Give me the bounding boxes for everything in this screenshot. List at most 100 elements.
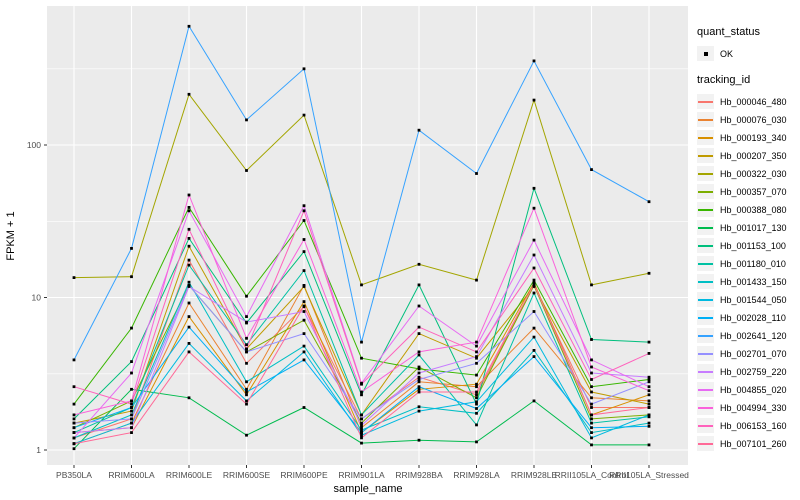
data-point	[532, 326, 536, 330]
legend-line-icon	[698, 298, 713, 301]
data-point	[72, 402, 76, 406]
legend-key-swatch	[697, 436, 714, 451]
data-point	[187, 193, 191, 197]
data-point	[475, 411, 478, 415]
data-point	[417, 332, 421, 335]
legend-key-swatch	[697, 202, 714, 217]
data-point	[302, 310, 306, 313]
legend-line-icon	[698, 118, 713, 121]
data-point	[590, 443, 593, 447]
data-point	[302, 332, 306, 335]
data-point	[417, 409, 421, 413]
x-tick-label: RRIM600LE	[166, 470, 213, 480]
x-tick-label: RRIM600PE	[280, 470, 328, 480]
data-point	[532, 291, 536, 295]
data-point	[187, 350, 191, 354]
data-point	[130, 275, 133, 279]
legend-label: Hb_002641_120	[720, 330, 787, 341]
data-point	[302, 300, 306, 303]
data-point	[245, 294, 248, 298]
legend-key-swatch	[697, 238, 714, 253]
legend-line-icon	[698, 262, 713, 265]
legend-item-Hb_002759_220: Hb_002759_220	[697, 363, 799, 380]
legend-item-Hb_001017_130: Hb_001017_130	[697, 219, 799, 236]
legend-key-swatch	[697, 130, 714, 145]
series-points-Hb_001017_130	[72, 387, 651, 451]
data-point	[475, 390, 478, 394]
data-point	[360, 428, 363, 432]
data-point	[187, 206, 191, 209]
series-points-Hb_002641_120	[72, 24, 651, 362]
series-points-Hb_002759_220	[72, 253, 651, 434]
data-point	[590, 421, 593, 425]
series-points-Hb_001153_100	[72, 186, 651, 421]
series-points-Hb_000322_030	[72, 92, 651, 287]
legend-label: Hb_004855_020	[720, 384, 787, 395]
data-point	[417, 365, 421, 369]
legend-line-icon	[698, 370, 713, 373]
data-point	[647, 378, 651, 381]
legend-label: Hb_002028_110	[720, 312, 786, 323]
legend-item-Hb_000193_340: Hb_000193_340	[697, 129, 799, 146]
data-point	[72, 421, 76, 425]
data-point	[417, 353, 421, 357]
data-point	[417, 283, 421, 287]
data-point	[187, 263, 191, 267]
data-point	[187, 92, 191, 96]
x-tick-label: RRIM928LA	[453, 470, 500, 480]
data-point	[130, 409, 133, 413]
legend-item-Hb_000357_070: Hb_000357_070	[697, 183, 799, 200]
legend-item-Hb_000207_350: Hb_000207_350	[697, 147, 799, 164]
data-point	[475, 350, 478, 354]
data-point	[360, 441, 363, 445]
data-point	[72, 426, 76, 430]
data-point	[130, 371, 133, 375]
data-point	[302, 219, 306, 222]
legend-item-Hb_002701_070: Hb_002701_070	[697, 345, 799, 362]
legend-tracking-items: Hb_000046_480 Hb_000076_030 Hb_000193_340 H…	[697, 93, 799, 452]
data-point	[532, 98, 536, 102]
data-point	[130, 387, 133, 391]
data-point	[130, 413, 133, 417]
legend-label: Hb_000193_340	[720, 132, 787, 143]
legend-label: Hb_001544_050	[720, 294, 787, 305]
data-point	[245, 361, 248, 365]
data-point	[245, 350, 248, 354]
data-point	[72, 385, 76, 389]
data-point	[72, 417, 76, 421]
data-point	[417, 367, 421, 371]
data-point	[647, 340, 651, 344]
data-point	[130, 360, 133, 363]
data-point	[532, 281, 536, 285]
legend-key-swatch	[697, 346, 714, 361]
data-point	[590, 390, 593, 394]
legend-line-icon	[698, 172, 713, 175]
series-points-Hb_004994_330	[72, 193, 651, 417]
data-point	[302, 67, 306, 71]
data-point	[360, 421, 363, 425]
data-point	[302, 344, 306, 348]
data-point	[302, 269, 306, 272]
y-tick-label: 10	[32, 293, 42, 303]
data-point	[590, 431, 593, 434]
data-point	[647, 413, 651, 417]
data-point	[532, 282, 536, 286]
data-point	[245, 387, 248, 391]
legend-line-icon	[698, 190, 713, 193]
legend-label: Hb_000207_350	[720, 150, 787, 161]
x-tick-label: RRIM928LE	[511, 470, 558, 480]
data-point	[245, 402, 248, 406]
x-tick-label: RRIM928BA	[395, 470, 443, 480]
legend-key-swatch	[697, 256, 714, 271]
data-point	[417, 375, 421, 379]
data-point	[417, 350, 421, 354]
data-point	[130, 406, 133, 409]
data-point	[590, 378, 593, 381]
series-points-Hb_006153_160	[72, 209, 651, 406]
data-point	[532, 266, 536, 270]
data-point	[72, 447, 76, 451]
data-point	[245, 399, 248, 403]
data-point	[590, 371, 593, 375]
data-point	[130, 417, 133, 421]
data-point	[475, 361, 478, 365]
